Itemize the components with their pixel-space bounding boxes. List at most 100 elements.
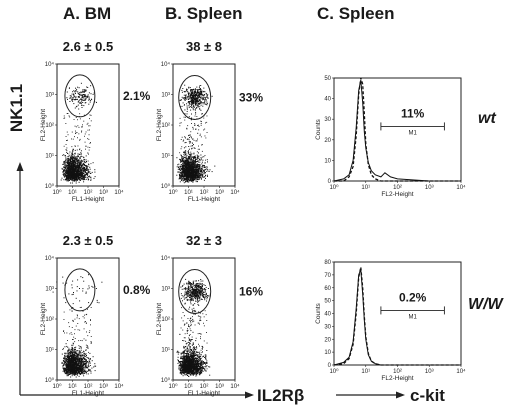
dot [66, 175, 68, 177]
dot [74, 175, 75, 177]
x-tick-label: 10⁰ [168, 189, 178, 196]
dot [78, 168, 80, 169]
dot [85, 363, 87, 365]
dot [180, 159, 182, 161]
dot [186, 138, 188, 140]
dot [204, 99, 206, 100]
dot [196, 176, 198, 178]
dot [185, 94, 187, 96]
dot [73, 90, 75, 92]
dot [88, 357, 90, 359]
dot [63, 115, 65, 117]
dot [203, 117, 205, 119]
dot [68, 167, 70, 169]
y-tick-label: 10² [161, 123, 170, 129]
dot [82, 372, 84, 374]
dot [68, 169, 70, 171]
dot [192, 102, 194, 103]
dot [66, 97, 68, 99]
dot [191, 98, 193, 100]
dot [185, 173, 186, 175]
dot [195, 181, 197, 183]
dot [180, 175, 182, 177]
dot [180, 99, 182, 101]
dot [96, 101, 97, 103]
dot [69, 355, 71, 357]
dot [76, 357, 77, 359]
dot [71, 156, 73, 158]
dot [72, 354, 74, 356]
dot [186, 175, 188, 177]
dot [66, 159, 68, 161]
dot [77, 169, 79, 171]
dot [71, 167, 73, 169]
dot [203, 156, 205, 158]
dot [81, 126, 82, 128]
dot [73, 95, 75, 97]
dot [83, 94, 85, 95]
dot [190, 96, 192, 98]
dot [74, 107, 76, 109]
dot [188, 94, 190, 96]
dot [70, 352, 72, 354]
dot [203, 172, 205, 174]
dot [179, 169, 181, 171]
dot [65, 174, 67, 176]
x-tick-label: 10⁰ [52, 383, 62, 390]
dot [198, 126, 200, 127]
dot [180, 176, 182, 178]
dot [69, 171, 71, 173]
dot [66, 91, 68, 93]
dot [84, 96, 86, 98]
dot [184, 165, 186, 167]
dot [81, 358, 83, 360]
dot [200, 91, 202, 92]
dot [82, 365, 84, 367]
dot [207, 94, 209, 96]
dot [188, 101, 190, 103]
dot [64, 169, 66, 171]
dot [77, 356, 78, 358]
dot [197, 148, 199, 150]
dot [189, 141, 191, 142]
dot [205, 103, 207, 105]
dot [186, 180, 188, 181]
dot [188, 138, 190, 140]
dot [74, 347, 76, 348]
dot [72, 176, 74, 178]
dot [193, 152, 195, 154]
dot [189, 161, 191, 163]
dot [88, 163, 90, 165]
dot [183, 182, 185, 184]
dot [87, 168, 89, 170]
dot [84, 366, 86, 367]
dot [197, 158, 199, 160]
dot [90, 179, 92, 181]
dot [203, 164, 205, 166]
dot [84, 168, 86, 170]
dot [186, 162, 188, 164]
dot [74, 145, 76, 147]
dot [190, 94, 192, 96]
dot [91, 367, 93, 369]
dot [63, 361, 65, 363]
dot [181, 174, 183, 176]
dot [186, 89, 188, 91]
dot [77, 159, 79, 161]
dot [183, 165, 185, 166]
dot [191, 91, 193, 93]
dot [196, 86, 198, 88]
dot [182, 169, 184, 171]
dot [192, 106, 194, 108]
dot [181, 180, 183, 181]
dot [201, 174, 203, 176]
dot [75, 165, 77, 167]
dot [83, 173, 85, 175]
dot [185, 151, 187, 153]
dot [195, 105, 197, 107]
dot [185, 163, 187, 164]
dot [78, 168, 79, 170]
dot [182, 102, 184, 104]
dot [208, 170, 210, 172]
dot [201, 91, 203, 93]
